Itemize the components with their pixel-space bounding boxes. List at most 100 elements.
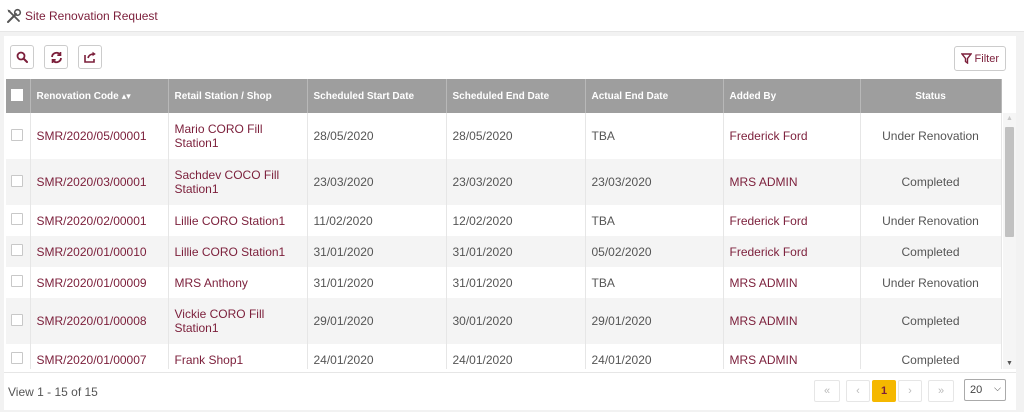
sort-icon: ▴▾: [121, 90, 131, 101]
table-row[interactable]: SMR/2020/05/00001 Mario CORO Fill Statio…: [6, 113, 1002, 159]
added-by-cell: MRS ADMIN: [723, 267, 861, 298]
row-checkbox[interactable]: [11, 275, 23, 287]
renovation-code-link[interactable]: SMR/2020/01/00007: [30, 344, 169, 369]
row-checkbox[interactable]: [11, 244, 23, 256]
added-by-cell: MRS ADMIN: [723, 159, 861, 205]
column-header-scheduled-start[interactable]: Scheduled Start Date: [307, 79, 447, 113]
scheduled-end-cell: 31/01/2020: [446, 267, 586, 298]
filter-icon: [960, 53, 972, 64]
scheduled-end-cell: 23/03/2020: [446, 159, 586, 205]
main-panel: Filter Renovation Code ▴▾ Retail Station …: [4, 36, 1016, 410]
filter-button[interactable]: Filter: [953, 46, 1006, 71]
added-by-cell: MRS ADMIN: [723, 298, 861, 344]
actual-end-cell: 23/03/2020: [585, 159, 724, 205]
renovation-code-link[interactable]: SMR/2020/02/00001: [30, 205, 169, 236]
status-cell: Completed: [860, 159, 1002, 205]
renovation-table: Renovation Code ▴▾ Retail Station / Shop …: [6, 79, 1002, 369]
scheduled-end-cell: 24/01/2020: [446, 344, 586, 369]
station-name-link[interactable]: Lillie CORO Station1: [168, 205, 308, 236]
scheduled-start-cell: 11/02/2020: [307, 205, 447, 236]
renovation-code-link[interactable]: SMR/2020/03/00001: [30, 159, 169, 205]
grid-footer: View 1 - 15 of 15 « ‹ 1 › » 20 ⌵: [4, 372, 1016, 410]
refresh-button[interactable]: [44, 45, 68, 69]
column-header-renovation-code[interactable]: Renovation Code ▴▾: [30, 79, 169, 113]
export-button[interactable]: [78, 45, 102, 69]
status-cell: Under Renovation: [860, 205, 1002, 236]
row-checkbox[interactable]: [11, 128, 23, 141]
station-name-link[interactable]: Sachdev COCO Fill Station1: [168, 159, 308, 205]
scroll-down-icon[interactable]: ▼: [1006, 360, 1013, 367]
search-button[interactable]: [10, 45, 34, 69]
status-cell: Completed: [860, 344, 1002, 369]
next-page-button[interactable]: ›: [898, 380, 922, 402]
station-name-link[interactable]: Vickie CORO Fill Station1: [168, 298, 308, 344]
status-cell: Under Renovation: [860, 267, 1002, 298]
scheduled-start-cell: 29/01/2020: [307, 298, 447, 344]
refresh-icon: [50, 51, 62, 63]
tools-icon: [7, 8, 22, 23]
current-page[interactable]: 1: [872, 380, 896, 402]
actual-end-cell: TBA: [585, 113, 724, 159]
scheduled-start-cell: 24/01/2020: [307, 344, 447, 369]
renovation-code-link[interactable]: SMR/2020/01/00008: [30, 298, 169, 344]
added-by-cell: Frederick Ford: [723, 113, 861, 159]
scrollbar-thumb[interactable]: [1005, 127, 1014, 237]
row-checkbox[interactable]: [11, 174, 23, 187]
prev-page-button[interactable]: ‹: [846, 380, 870, 402]
page-header: Site Renovation Request: [0, 0, 1024, 32]
select-all-checkbox[interactable]: [11, 88, 23, 101]
vertical-scrollbar[interactable]: ▲ ▼: [1003, 113, 1016, 369]
renovation-code-link[interactable]: SMR/2020/01/00009: [30, 267, 169, 298]
station-name-link[interactable]: Frank Shop1: [168, 344, 308, 369]
column-header-actual-end[interactable]: Actual End Date: [585, 79, 724, 113]
scheduled-end-cell: 31/01/2020: [446, 236, 586, 267]
table-header-row: Renovation Code ▴▾ Retail Station / Shop …: [6, 79, 1002, 113]
table-row[interactable]: SMR/2020/01/00010 Lillie CORO Station1 3…: [6, 236, 1002, 267]
added-by-cell: Frederick Ford: [723, 236, 861, 267]
station-name-link[interactable]: MRS Anthony: [168, 267, 308, 298]
grid-toolbar: Filter: [4, 36, 1016, 80]
column-header-added-by[interactable]: Added By: [723, 79, 861, 113]
added-by-cell: Frederick Ford: [723, 205, 861, 236]
status-cell: Completed: [860, 298, 1002, 344]
scheduled-start-cell: 31/01/2020: [307, 267, 447, 298]
renovation-code-link[interactable]: SMR/2020/05/00001: [30, 113, 169, 159]
status-cell: Completed: [860, 236, 1002, 267]
table-row[interactable]: SMR/2020/01/00007 Frank Shop1 24/01/2020…: [6, 344, 1002, 369]
page-title: Site Renovation Request: [25, 8, 158, 23]
scroll-up-icon[interactable]: ▲: [1006, 115, 1013, 122]
renovation-grid: Renovation Code ▴▾ Retail Station / Shop …: [6, 79, 1016, 369]
table-row[interactable]: SMR/2020/02/00001 Lillie CORO Station1 1…: [6, 205, 1002, 236]
table-row[interactable]: SMR/2020/01/00008 Vickie CORO Fill Stati…: [6, 298, 1002, 344]
rows-per-page-select[interactable]: 20 ⌵: [964, 379, 1006, 401]
station-name-link[interactable]: Lillie CORO Station1: [168, 236, 308, 267]
table-row[interactable]: SMR/2020/01/00009 MRS Anthony 31/01/2020…: [6, 267, 1002, 298]
last-page-button[interactable]: »: [928, 380, 954, 402]
actual-end-cell: TBA: [585, 205, 724, 236]
renovation-code-link[interactable]: SMR/2020/01/00010: [30, 236, 169, 267]
chevron-down-icon: ⌵: [994, 383, 1001, 393]
table-row[interactable]: SMR/2020/03/00001 Sachdev COCO Fill Stat…: [6, 159, 1002, 205]
scheduled-start-cell: 31/01/2020: [307, 236, 447, 267]
column-header-retail-station[interactable]: Retail Station / Shop: [168, 79, 308, 113]
actual-end-cell: 29/01/2020: [585, 298, 724, 344]
scheduled-start-cell: 28/05/2020: [307, 113, 447, 159]
row-checkbox[interactable]: [11, 213, 23, 225]
scheduled-end-cell: 12/02/2020: [446, 205, 586, 236]
scheduled-end-cell: 30/01/2020: [446, 298, 586, 344]
select-all-cell: [6, 79, 31, 113]
actual-end-cell: 05/02/2020: [585, 236, 724, 267]
export-icon: [83, 51, 96, 63]
first-page-button[interactable]: «: [814, 380, 840, 402]
added-by-cell: MRS ADMIN: [723, 344, 861, 369]
scheduled-end-cell: 28/05/2020: [446, 113, 586, 159]
column-header-status[interactable]: Status: [860, 79, 1002, 113]
status-cell: Under Renovation: [860, 113, 1002, 159]
column-header-scheduled-end[interactable]: Scheduled End Date: [446, 79, 586, 113]
station-name-link[interactable]: Mario CORO Fill Station1: [168, 113, 308, 159]
record-count: View 1 - 15 of 15: [8, 385, 98, 399]
scheduled-start-cell: 23/03/2020: [307, 159, 447, 205]
row-checkbox[interactable]: [11, 313, 23, 326]
filter-label: Filter: [974, 52, 999, 65]
row-checkbox[interactable]: [11, 352, 23, 364]
